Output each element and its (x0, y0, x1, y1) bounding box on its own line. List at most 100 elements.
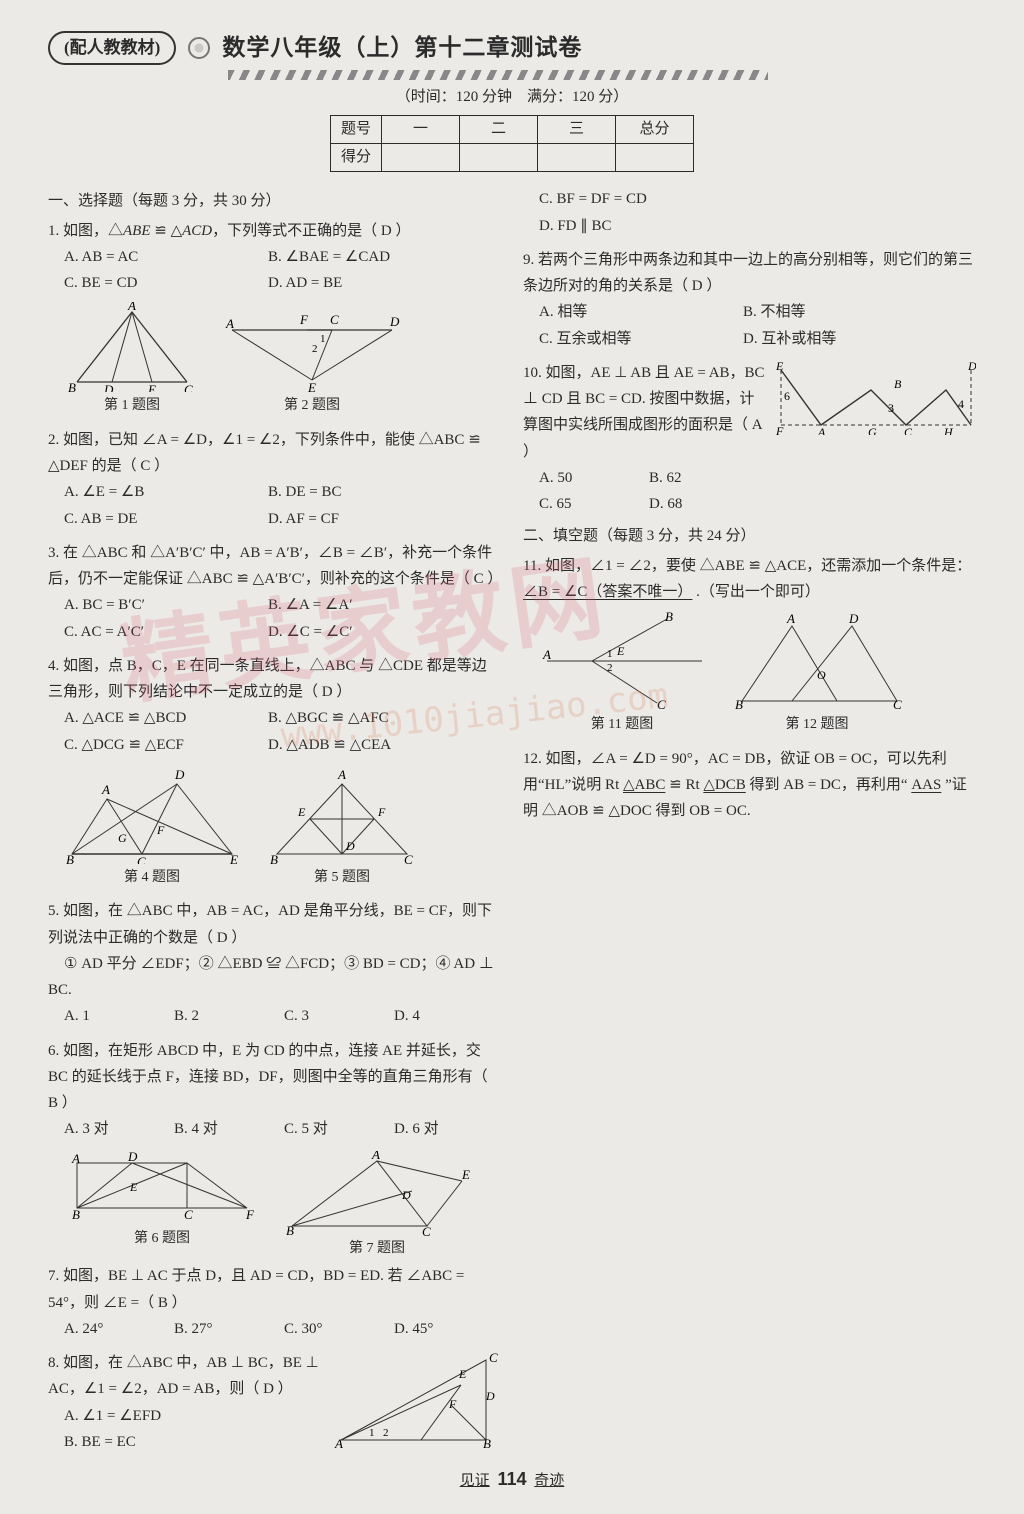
svg-text:E: E (147, 382, 156, 392)
figure-7-caption: 第 7 题图 (349, 1241, 405, 1256)
question-9: 9. 若两个三角形中两条边和其中一边上的高分别相等，则它们的第三条边所对的角的关… (523, 247, 976, 352)
svg-text:C: C (904, 425, 913, 435)
svg-text:E: E (461, 1167, 470, 1182)
page-footer: 见证 114 奇迹 (48, 1466, 976, 1494)
svg-text:A: A (334, 1436, 343, 1450)
section-2-heading: 二、填空题（每题 3 分，共 24 分） (523, 525, 976, 548)
question-10: E B D F A G C H 6 3 4 10. 如图，AE ⊥ AB 且 A… (523, 360, 976, 518)
svg-text:F: F (299, 312, 309, 327)
q12-blank-1: △ABC (623, 777, 665, 793)
svg-text:D: D (967, 360, 976, 373)
svg-text:C: C (137, 854, 146, 864)
question-2: 2. 如图，已知 ∠A = ∠D，∠1 = ∠2，下列条件中，能使 △ABC ≌… (48, 427, 501, 532)
figure-4: A D B C E G F 第 4 题图 (62, 764, 242, 891)
q12-blank-3: AAS (911, 777, 941, 793)
q11-answer: ∠B = ∠C（答案不唯一） (523, 584, 692, 600)
svg-text:D: D (389, 314, 400, 329)
time-score-line: （时间：120 分钟 满分：120 分） (48, 86, 976, 109)
q10-opt-c: C. 65 (539, 491, 619, 517)
figure-12: A D B C O 第 12 题图 (727, 611, 907, 738)
svg-text:B: B (483, 1436, 491, 1450)
triangle-icon: A B D E C (62, 302, 202, 392)
figure-2-caption: 第 2 题图 (284, 398, 340, 413)
figure-2: A F C 1 2 D E 第 2 题图 (222, 302, 402, 419)
svg-text:A: A (786, 611, 795, 626)
svg-text:D: D (401, 1188, 411, 1202)
q7-opt-d: D. 45° (394, 1316, 474, 1342)
svg-text:D: D (103, 382, 114, 392)
svg-text:B: B (286, 1223, 294, 1236)
svg-text:G: G (868, 425, 877, 435)
angle-icon: B C E A 1 2 (537, 611, 707, 711)
td-blank (382, 144, 460, 172)
svg-text:D: D (174, 767, 185, 782)
page-title: 数学八年级（上）第十二章测试卷 (222, 30, 582, 66)
q3-opt-a: A. BC = B′C′ (64, 592, 244, 618)
content-columns: 一、选择题（每题 3 分，共 30 分） 1. 如图，△ABE ≌ △ACD，下… (48, 186, 976, 1456)
triangle-icon: A F C 1 2 D E (222, 302, 402, 392)
figure-5-caption: 第 5 题图 (314, 870, 370, 885)
q11-stem-a: 11. 如图，∠1 = ∠2，要使 △ABE ≌ △ACE，还需添加一个条件是： (523, 558, 971, 574)
svg-text:E: E (616, 644, 625, 658)
svg-text:A: A (542, 647, 551, 662)
svg-text:E: E (229, 852, 238, 864)
svg-text:B: B (66, 852, 74, 864)
q2-opt-c: C. AB = DE (64, 506, 244, 532)
svg-text:1: 1 (320, 333, 326, 345)
q6-opt-d: D. 6 对 (394, 1116, 474, 1142)
q1-opt-b: B. ∠BAE = ∠CAD (268, 244, 448, 270)
svg-text:B: B (270, 852, 278, 864)
q1-cong: ≌ △ (151, 223, 183, 239)
q9-opt-b: B. 不相等 (743, 299, 923, 325)
q7-opt-a: A. 24° (64, 1316, 144, 1342)
svg-text:F: F (156, 823, 165, 837)
svg-text:6: 6 (784, 389, 790, 403)
svg-text:E: E (458, 1367, 467, 1381)
q1-opt-d: D. AD = BE (268, 270, 448, 296)
th-total: 总分 (616, 115, 694, 143)
svg-text:F: F (245, 1207, 255, 1222)
q1-abe: ABE (123, 223, 151, 239)
triangle-icon: A B C D E (282, 1151, 472, 1236)
figure-7: A B C D E 第 7 题图 (282, 1151, 472, 1260)
q9-stem: 9. 若两个三角形中两条边和其中一边上的高分别相等，则它们的第三条边所对的角的关… (523, 252, 973, 294)
svg-text:4: 4 (958, 397, 964, 411)
svg-text:2: 2 (312, 343, 318, 355)
footer-left: 见证 (460, 1473, 490, 1489)
q4-opt-b: B. △BGC ≌ △AFC (268, 705, 448, 731)
q2-stem: 2. 如图，已知 ∠A = ∠D，∠1 = ∠2，下列条件中，能使 △ABC ≌… (48, 432, 481, 474)
figure-11: B C E A 1 2 第 11 题图 (537, 611, 707, 738)
q2-opt-a: A. ∠E = ∠B (64, 479, 244, 505)
th-1: 一 (382, 115, 460, 143)
svg-text:C: C (422, 1224, 431, 1236)
q6-stem: 6. 如图，在矩形 ABCD 中，E 为 CD 的中点，连接 AE 并延长，交 … (48, 1043, 488, 1112)
svg-text:B: B (665, 611, 673, 624)
table-row: 得分 (330, 144, 693, 172)
hatch-divider (228, 70, 768, 80)
td-blank (616, 144, 694, 172)
figure-12-caption: 第 12 题图 (786, 717, 849, 732)
page-number: 114 (497, 1469, 526, 1489)
svg-text:D: D (485, 1389, 495, 1403)
q1-opt-a: A. AB = AC (64, 244, 244, 270)
q1-acd: ACD (182, 223, 212, 239)
polyline-icon: E B D F A G C H 6 3 4 (776, 360, 976, 435)
q8-opt-c: C. BF = DF = CD (539, 186, 976, 212)
svg-text:D: D (127, 1151, 138, 1164)
svg-text:2: 2 (383, 1427, 389, 1439)
q10-stem: 10. 如图，AE ⊥ AB 且 AE = AB，BC ⊥ CD 且 BC = … (523, 365, 765, 460)
triangle-icon: A D B C E G F (62, 764, 242, 864)
q8-stem: 8. 如图，在 △ABC 中，AB ⊥ BC，BE ⊥ AC，∠1 = ∠2，A… (48, 1355, 319, 1397)
td-blank (538, 144, 616, 172)
svg-text:D: D (345, 839, 355, 853)
triangle-icon: A B C E F D (262, 764, 422, 864)
q10-opt-a: A. 50 (539, 465, 619, 491)
header-band: (配人教教材) 数学八年级（上）第十二章测试卷 (48, 30, 976, 66)
svg-text:1: 1 (369, 1427, 375, 1439)
q8-opt-d: D. FD ∥ BC (539, 213, 976, 239)
svg-text:O: O (817, 668, 826, 682)
q3-opt-d: D. ∠C = ∠C′ (268, 619, 448, 645)
figure-6-caption: 第 6 题图 (134, 1231, 190, 1246)
svg-text:3: 3 (888, 401, 894, 415)
q6-opt-b: B. 4 对 (174, 1116, 254, 1142)
